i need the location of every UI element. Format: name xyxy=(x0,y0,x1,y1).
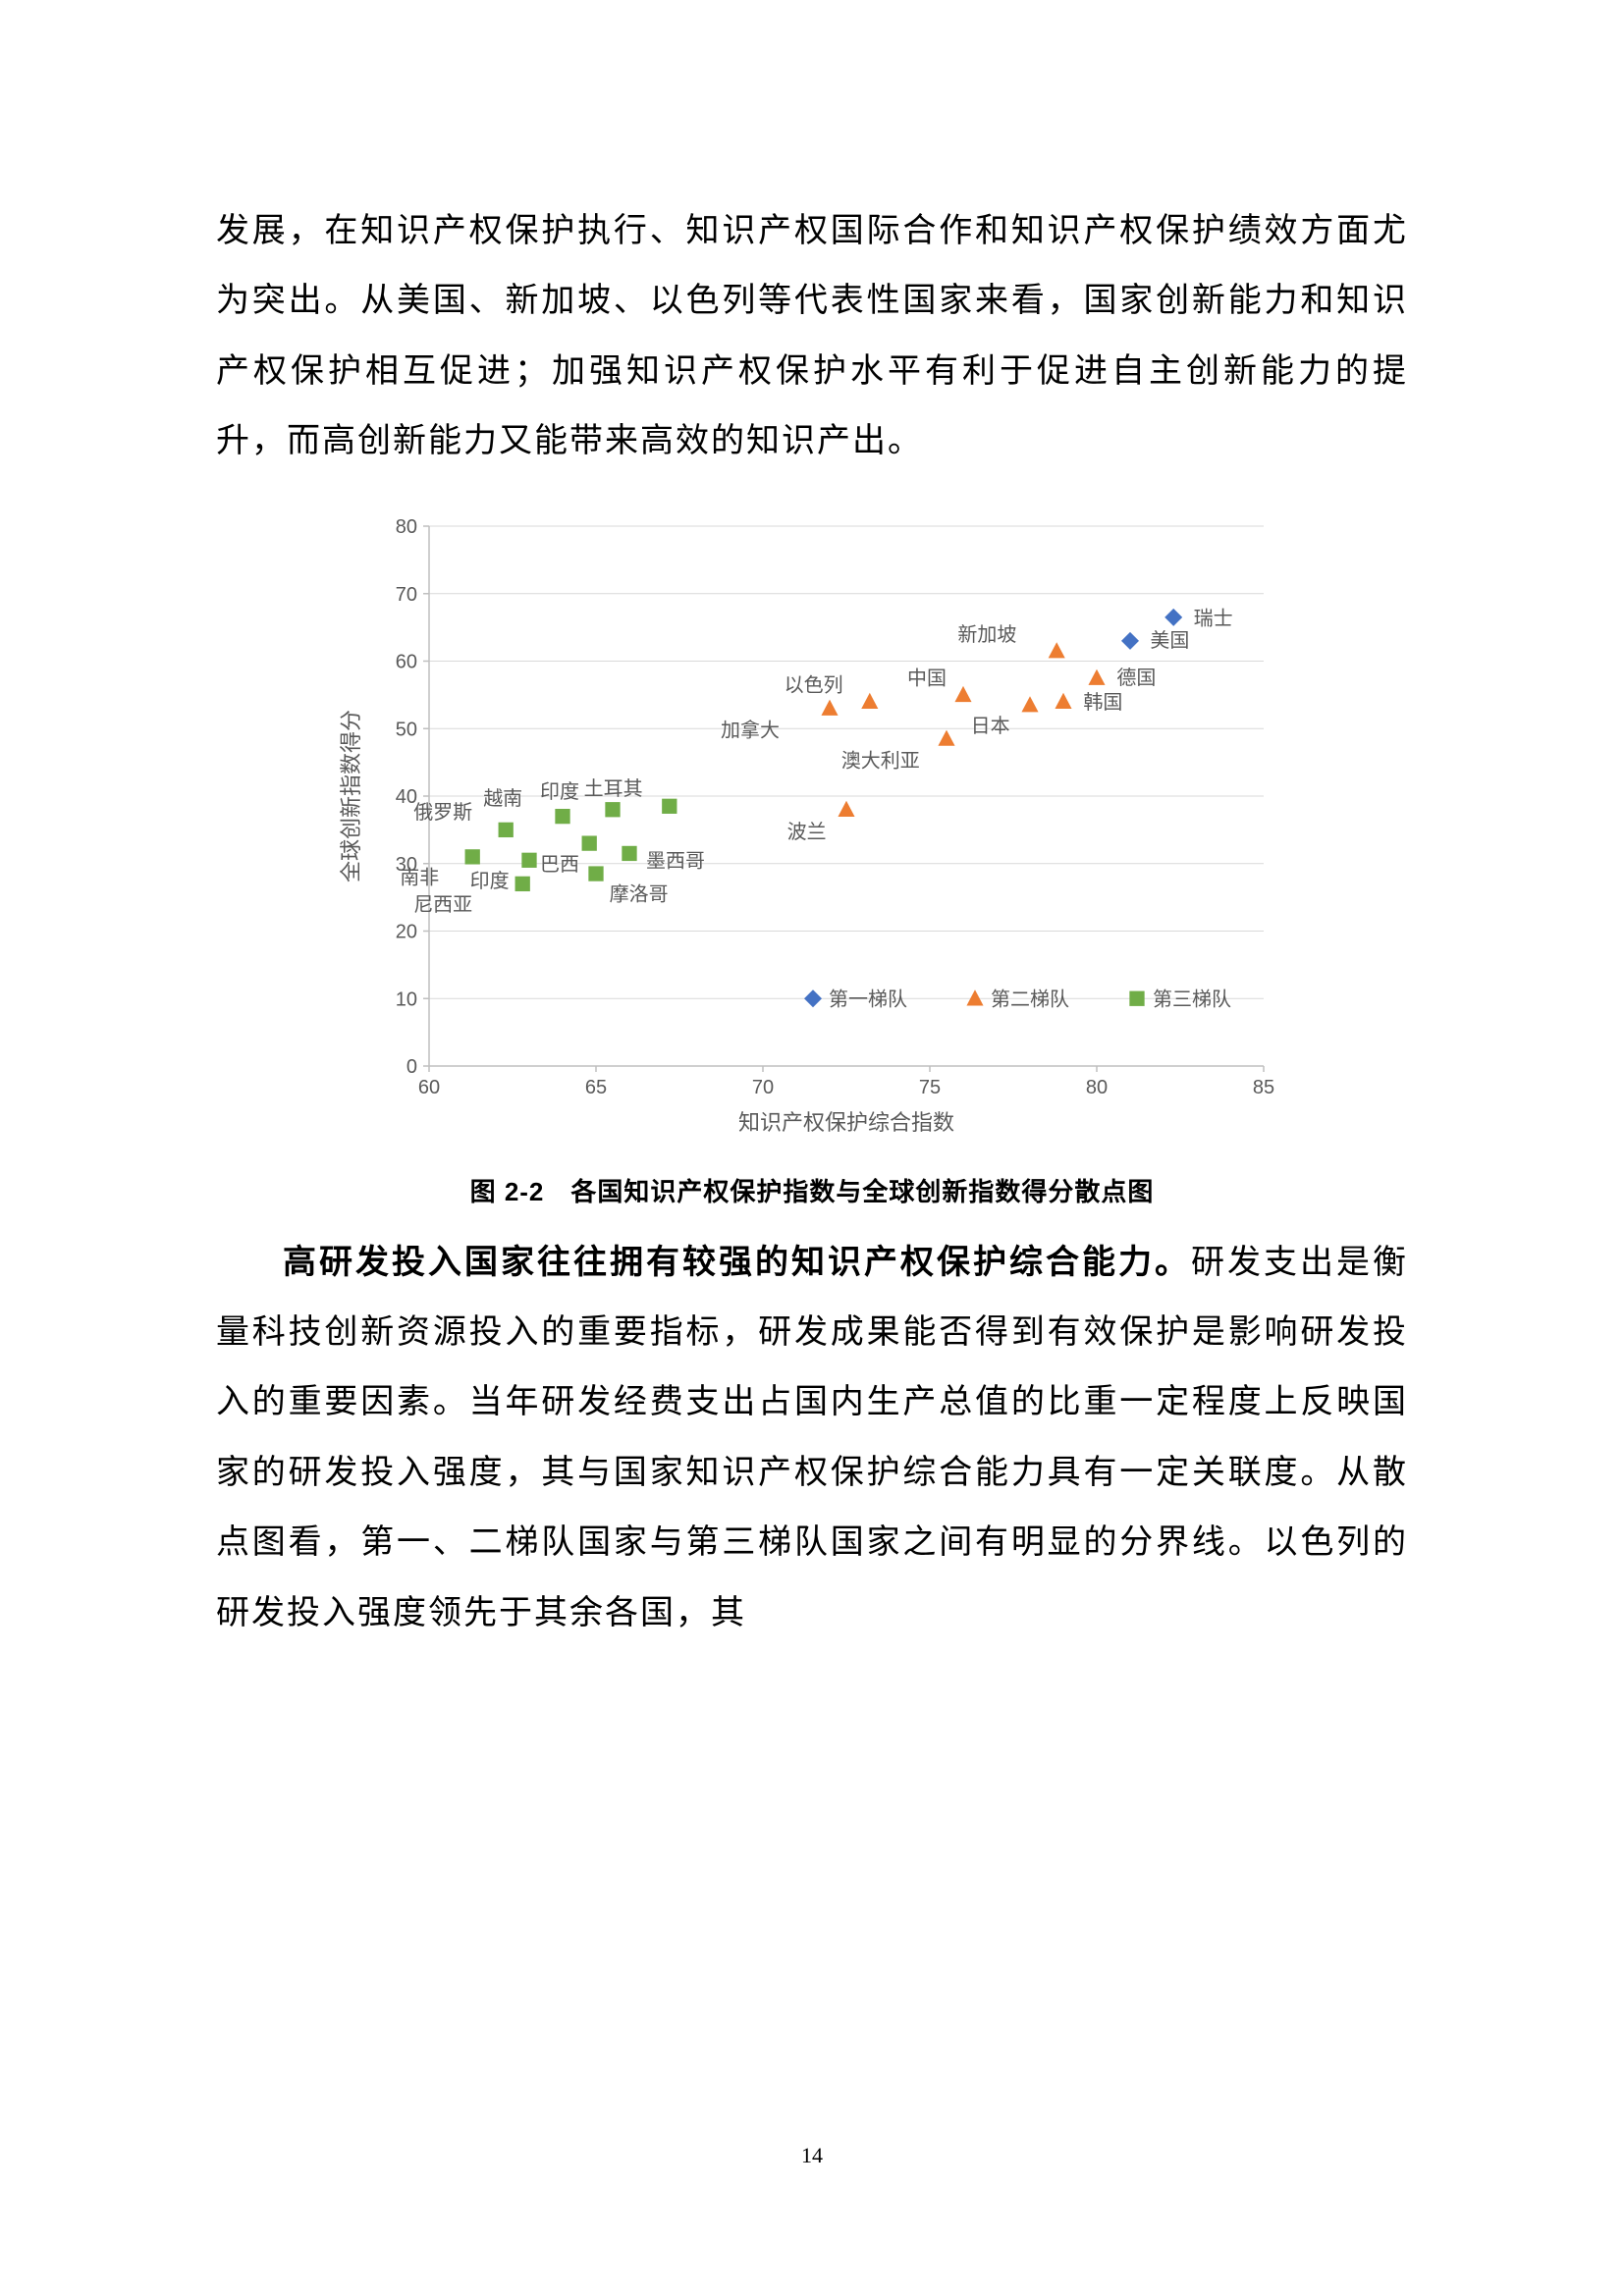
paragraph-2-lead: 高研发投入国家往往拥有较强的知识产权保护综合能力。 xyxy=(283,1244,1191,1281)
svg-text:第一梯队: 第一梯队 xyxy=(829,988,907,1010)
paragraph-1: 发展，在知识产权保护执行、知识产权国际合作和知识产权保护绩效方面尤为突出。从美国… xyxy=(216,196,1408,477)
svg-text:摩洛哥: 摩洛哥 xyxy=(610,882,669,905)
svg-text:波兰: 波兰 xyxy=(787,820,827,842)
svg-text:中国: 中国 xyxy=(907,667,947,689)
svg-text:全球创新指数得分: 全球创新指数得分 xyxy=(339,710,363,882)
scatter-chart-container: 01020304050607080606570758085知识产权保护综合指数全… xyxy=(316,507,1308,1208)
paragraph-2: 高研发投入国家往往拥有较强的知识产权保护综合能力。研发支出是衡量科技创新资源投入… xyxy=(216,1228,1408,1648)
page-number: 14 xyxy=(0,2143,1624,2168)
svg-text:70: 70 xyxy=(396,583,417,605)
svg-text:60: 60 xyxy=(418,1077,440,1098)
svg-text:德国: 德国 xyxy=(1116,667,1156,689)
svg-text:80: 80 xyxy=(1086,1077,1108,1098)
svg-text:0: 0 xyxy=(406,1056,417,1078)
svg-text:日本: 日本 xyxy=(971,714,1010,736)
svg-text:60: 60 xyxy=(396,651,417,672)
svg-text:俄罗斯: 俄罗斯 xyxy=(413,800,472,823)
svg-text:美国: 美国 xyxy=(1150,629,1189,652)
svg-text:印度: 印度 xyxy=(540,780,579,803)
svg-text:韩国: 韩国 xyxy=(1083,690,1122,713)
svg-text:土耳其: 土耳其 xyxy=(584,776,643,799)
paragraph-2-rest: 研发支出是衡量科技创新资源投入的重要指标，研发成果能否得到有效保护是影响研发投入… xyxy=(216,1245,1408,1631)
svg-text:85: 85 xyxy=(1253,1077,1274,1098)
svg-text:65: 65 xyxy=(585,1077,607,1098)
scatter-chart: 01020304050607080606570758085知识产权保护综合指数全… xyxy=(321,507,1303,1154)
svg-text:70: 70 xyxy=(752,1077,774,1098)
svg-text:新加坡: 新加坡 xyxy=(957,623,1016,646)
svg-text:第三梯队: 第三梯队 xyxy=(1153,988,1231,1010)
svg-text:75: 75 xyxy=(919,1077,941,1098)
svg-text:20: 20 xyxy=(396,921,417,942)
svg-text:10: 10 xyxy=(396,988,417,1010)
svg-text:知识产权保护综合指数: 知识产权保护综合指数 xyxy=(738,1110,954,1135)
svg-text:巴西: 巴西 xyxy=(540,853,579,875)
svg-text:第二梯队: 第二梯队 xyxy=(991,988,1069,1010)
svg-text:澳大利亚: 澳大利亚 xyxy=(841,749,920,772)
svg-text:尼西亚: 尼西亚 xyxy=(413,894,472,916)
svg-text:越南: 越南 xyxy=(483,787,522,810)
svg-text:以色列: 以色列 xyxy=(785,673,843,696)
svg-text:印度: 印度 xyxy=(470,870,510,892)
svg-text:加拿大: 加拿大 xyxy=(721,718,780,741)
svg-text:墨西哥: 墨西哥 xyxy=(646,850,705,872)
svg-text:80: 80 xyxy=(396,516,417,538)
svg-text:瑞士: 瑞士 xyxy=(1194,607,1233,629)
svg-text:南非: 南非 xyxy=(400,866,439,888)
chart-caption: 图 2-2 各国知识产权保护指数与全球创新指数得分散点图 xyxy=(316,1172,1308,1208)
svg-text:50: 50 xyxy=(396,719,417,740)
